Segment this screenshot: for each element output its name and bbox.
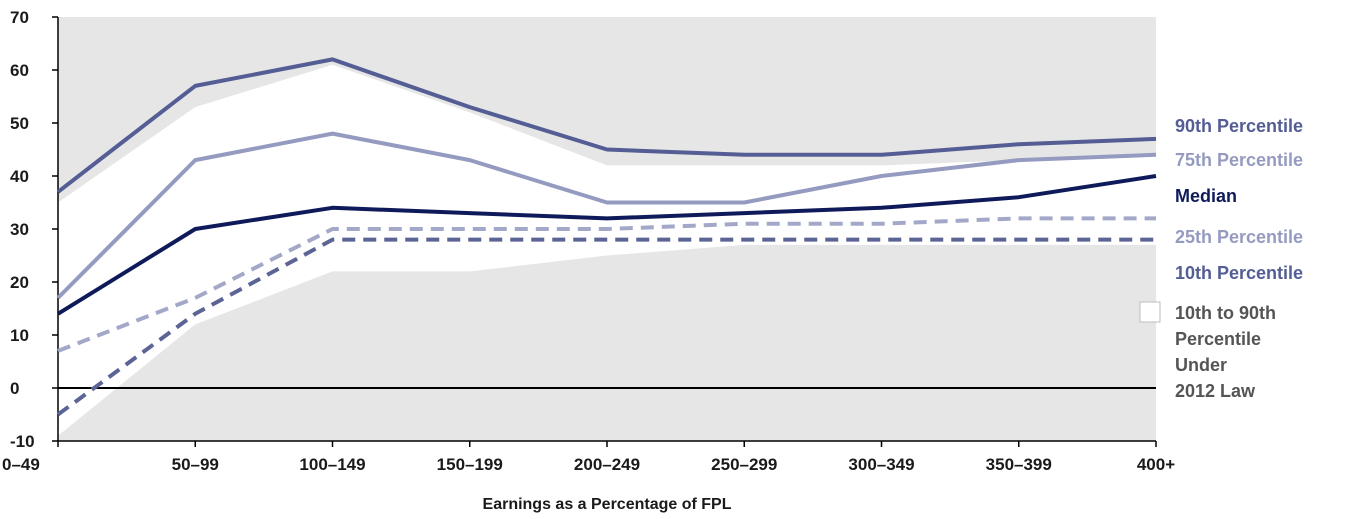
x-axis-label: Earnings as a Percentage of FPL: [483, 496, 732, 513]
x-tick-label: 350–399: [986, 455, 1052, 474]
y-tick-label: 0: [10, 379, 19, 398]
series-line-median: [56, 174, 1157, 316]
series-line-90th-percentile: [56, 57, 1157, 194]
series-line-75th-percentile: [56, 131, 1157, 300]
band-10-90-2012: [58, 64, 1156, 436]
x-axis-ticks: 0–49 50–99 100–149 150–199 200–249 250–299 300…: [2, 441, 1175, 474]
y-tick-label: 70: [10, 8, 29, 27]
y-tick-label: 60: [10, 61, 29, 80]
x-tick-label: 200–249: [574, 455, 640, 474]
y-tick-label: 50: [10, 114, 29, 133]
legend-band-label-line: 2012 Law: [1175, 381, 1256, 401]
x-tick-label: 300–349: [848, 455, 914, 474]
x-tick-label: 250–299: [711, 455, 777, 474]
x-tick-label: 0–49: [2, 455, 40, 474]
series-lines: [56, 57, 1157, 417]
legend-band-label-line: Under: [1175, 355, 1227, 375]
legend-label-10th-percentile: 10th Percentile: [1175, 263, 1303, 283]
legend-band-label-line: 10th to 90th: [1175, 303, 1276, 323]
y-tick-label: -10: [10, 432, 35, 451]
y-tick-label: 40: [10, 167, 29, 186]
series-line-10th-percentile: [56, 237, 1156, 417]
legend-label-90th-percentile: 90th Percentile: [1175, 116, 1303, 136]
legend-band-label-line: Percentile: [1175, 329, 1261, 349]
legend-label-median: Median: [1175, 186, 1237, 206]
y-tick-label: 10: [10, 326, 29, 345]
y-axis-ticks: -10 0 10 20 30 40 50 60 70: [10, 8, 58, 451]
y-tick-label: 30: [10, 220, 29, 239]
legend: 90th Percentile 75th Percentile Median 25th…: [1139, 116, 1303, 401]
x-tick-label: 400+: [1137, 455, 1175, 474]
series-line-25th-percentile: [57, 216, 1156, 353]
legend-swatch-band: [1139, 301, 1161, 323]
legend-label-25th-percentile: 25th Percentile: [1175, 227, 1303, 247]
legend-label-75th-percentile: 75th Percentile: [1175, 150, 1303, 170]
x-tick-label: 50–99: [172, 455, 219, 474]
x-tick-label: 100–149: [299, 455, 365, 474]
x-tick-label: 150–199: [437, 455, 503, 474]
y-tick-label: 20: [10, 273, 29, 292]
